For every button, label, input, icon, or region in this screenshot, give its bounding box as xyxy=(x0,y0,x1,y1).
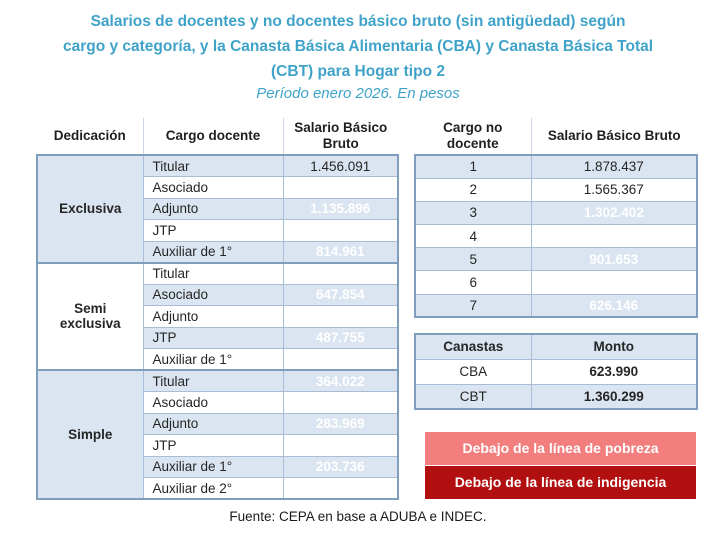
table-row: 7 626.146 xyxy=(414,293,698,318)
column-header-dedicacion: Dedicación xyxy=(37,118,143,155)
category-cell: 7 xyxy=(414,293,532,318)
salary-cell: 243.874 xyxy=(282,434,399,457)
category-cell: 1 xyxy=(414,154,532,179)
cargo-cell: JTP xyxy=(142,219,284,242)
subtitle: Período enero 2026. En pesos xyxy=(256,85,460,102)
title-line-3: (CBT) para Hogar tipo 2 xyxy=(271,63,445,80)
column-header-salario: Salario Básico Bruto xyxy=(530,118,697,155)
table-row: Simple Titular 364.022 xyxy=(36,369,399,500)
salary-cell: 1.135.896 xyxy=(282,197,399,220)
table-row: JTP 975.510 xyxy=(37,219,399,242)
cargo-cell: Titular xyxy=(142,369,284,392)
table-row: 5 901.653 xyxy=(414,247,698,272)
category-cell: 5 xyxy=(414,247,532,272)
table-row: Asociado 1.295.710 xyxy=(37,176,399,199)
canasta-amount-cell: 1.360.299 xyxy=(530,383,698,410)
salary-cell: 1.302.402 xyxy=(530,200,698,226)
cargo-cell: Asociado xyxy=(142,176,284,199)
source-note: Fuente: CEPA en base a ADUBA e INDEC. xyxy=(229,509,487,524)
salary-cell: 1.295.710 xyxy=(282,176,399,199)
cargo-cell: Auxiliar de 1° xyxy=(142,240,284,263)
dedication-cell-exclusiva: Exclusiva xyxy=(36,154,144,263)
cargo-cell: Auxiliar de 1° xyxy=(142,455,284,478)
cargo-cell: Auxiliar de 2° xyxy=(142,477,284,500)
table-row: CBA 623.990 xyxy=(414,358,698,385)
table-row: 2 1.565.367 xyxy=(414,177,698,202)
canasta-amount-cell: 623.990 xyxy=(530,358,698,385)
salary-cell: 407.479 xyxy=(282,348,399,371)
table-row: Exclusiva Titular 1.456.091 xyxy=(36,154,399,263)
table-row: Adjunto 567.943 xyxy=(37,305,399,328)
table-row: Auxiliar de 2° 162.991 xyxy=(37,477,399,500)
salary-cell: 1.083.250 xyxy=(530,224,698,249)
table-row: Semi exclusiva Titular 728.046 xyxy=(36,261,399,371)
dedication-cell-simple: Simple xyxy=(36,369,144,500)
salary-cell: 1.456.091 xyxy=(282,154,399,177)
category-cell: 6 xyxy=(414,270,532,295)
table-row: 4 1.083.250 xyxy=(414,224,698,249)
table-row: Asociado 323.923 xyxy=(37,391,399,414)
legend-indigence-label: Debajo de la línea de indigencia xyxy=(425,466,696,499)
cargo-cell: JTP xyxy=(142,434,284,457)
dedication-cell-semi-exclusiva: Semi exclusiva xyxy=(36,261,144,371)
salary-cell: 1.565.367 xyxy=(530,177,698,202)
table-row: 6 751.367 xyxy=(414,270,698,295)
canastas-header-row: Canastas Monto xyxy=(414,333,698,360)
title-line-1: Salarios de docentes y no docentes básic… xyxy=(90,13,626,30)
cargo-cell: Asociado xyxy=(142,391,284,414)
salary-cell: 901.653 xyxy=(530,247,698,272)
cargo-cell: Auxiliar de 1° xyxy=(142,348,284,371)
docentes-header-row: Dedicación Cargo docente Salario Básico … xyxy=(37,118,398,155)
legend: Debajo de la línea de pobreza Debajo de … xyxy=(425,432,696,500)
salary-cell: 364.022 xyxy=(282,369,399,392)
table-row: CBT 1.360.299 xyxy=(414,383,698,410)
salary-cell: 728.046 xyxy=(282,261,399,285)
category-cell: 2 xyxy=(414,177,532,202)
cargo-cell: Titular xyxy=(142,154,284,177)
page-title: Salarios de docentes y no docentes básic… xyxy=(0,9,716,84)
canastas-table: Canastas Monto CBA 623.990 CBT 1.360.299 xyxy=(414,333,698,410)
salary-cell: 323.923 xyxy=(282,391,399,414)
salary-cell: 487.755 xyxy=(282,326,399,349)
salary-cell: 751.367 xyxy=(530,270,698,295)
cargo-cell: Adjunto xyxy=(142,412,284,435)
canasta-name-cell: CBT xyxy=(414,383,532,410)
table-row: JTP 487.755 xyxy=(37,326,399,349)
table-row: Adjunto 1.135.896 xyxy=(37,197,399,220)
column-header-cargo-no-docente: Cargo no docente xyxy=(415,118,531,155)
cargo-cell: Adjunto xyxy=(142,197,284,220)
legend-poverty-label: Debajo de la línea de pobreza xyxy=(425,432,696,465)
title-line-2: cargo y categoría, y la Canasta Básica A… xyxy=(62,38,654,55)
salary-cell: 203.736 xyxy=(282,455,399,478)
salary-cell: 975.510 xyxy=(282,219,399,242)
no-docentes-header-row: Cargo no docente Salario Básico Bruto xyxy=(415,118,697,155)
salary-cell: 283.969 xyxy=(282,412,399,435)
category-cell: 4 xyxy=(414,224,532,249)
salary-cell: 162.991 xyxy=(282,477,399,500)
table-row: 3 1.302.402 xyxy=(414,200,698,226)
salary-cell: 567.943 xyxy=(282,305,399,328)
cargo-cell: JTP xyxy=(142,326,284,349)
cargo-cell: Asociado xyxy=(142,283,284,306)
table-row: Adjunto 283.969 xyxy=(37,412,399,435)
docentes-table: Dedicación Cargo docente Salario Básico … xyxy=(36,118,399,500)
column-header-canastas: Canastas xyxy=(414,333,532,360)
column-header-monto: Monto xyxy=(530,333,698,360)
table-row: Asociado 647.854 xyxy=(37,283,399,306)
column-header-cargo-docente: Cargo docente xyxy=(142,118,283,155)
salary-cell: 626.146 xyxy=(530,293,698,318)
table-row: Auxiliar de 1° 407.479 xyxy=(37,348,399,371)
cargo-cell: Adjunto xyxy=(142,305,284,328)
category-cell: 3 xyxy=(414,200,532,226)
table-row: Auxiliar de 1° 203.736 xyxy=(37,455,399,478)
salary-cell: 814.961 xyxy=(282,240,399,263)
table-row: 1 1.878.437 xyxy=(414,154,698,179)
salary-cell: 647.854 xyxy=(282,283,399,306)
canasta-name-cell: CBA xyxy=(414,358,532,385)
column-header-salario: Salario Básico Bruto xyxy=(282,118,398,155)
no-docentes-table: Cargo no docente Salario Básico Bruto 1 … xyxy=(414,118,698,318)
cargo-cell: Titular xyxy=(142,261,284,285)
salary-cell: 1.878.437 xyxy=(530,154,698,179)
